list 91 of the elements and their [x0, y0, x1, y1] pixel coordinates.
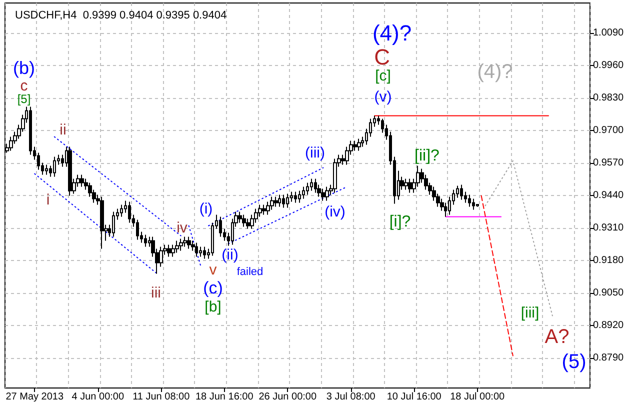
candlestick: [175, 240, 179, 254]
candlestick: [282, 194, 285, 208]
annotation: (v): [374, 88, 392, 106]
candlestick: [80, 174, 84, 188]
candlestick: [274, 196, 278, 208]
annotation: c: [20, 78, 28, 94]
candlestick: [171, 244, 175, 258]
x-tick-label: 3 Jul 08:00: [326, 392, 376, 402]
y-tick-label: 0.9440: [593, 190, 624, 201]
candlestick: [302, 186, 305, 200]
candlestick: [286, 193, 289, 208]
annotation: [iii]: [520, 304, 540, 322]
candlestick: [120, 204, 123, 218]
candlestick: [306, 182, 309, 196]
text: USDCHF,H4 0.9399 0.9404 0.9395 0.9404: [15, 10, 227, 22]
annotation: [ii]?: [414, 148, 440, 164]
annotation: [i]?: [389, 214, 411, 230]
y-tick-label: 0.9830: [593, 92, 624, 104]
candlestick: [325, 186, 329, 202]
candlestick: [357, 138, 361, 152]
y-tick-label: 0.9700: [593, 125, 624, 136]
y-tick-label: 0.9310: [593, 222, 624, 234]
annotation: ii: [60, 122, 66, 138]
x-tick-label: 18 Jul 00:00: [450, 392, 506, 402]
candlestick: [468, 194, 471, 208]
y-tick-label: 0.9050: [593, 288, 624, 298]
candlestick: [333, 158, 337, 194]
candlestick: [219, 216, 222, 238]
candlestick: [179, 238, 183, 252]
candlestick: [199, 246, 202, 258]
y-tick-label: 0.9180: [593, 255, 624, 266]
candlestick: [167, 244, 171, 258]
candlestick: [183, 236, 187, 248]
annotation: A?: [544, 326, 570, 348]
candlestick: [353, 140, 357, 152]
candlestick: [144, 234, 147, 248]
candlestick: [321, 188, 325, 202]
candlestick: [266, 201, 270, 216]
annotation: (ii): [222, 246, 238, 264]
annotation: (c): [203, 278, 223, 298]
candlestick: [298, 190, 301, 204]
annotation: [5]: [17, 92, 31, 106]
annotation: v: [209, 262, 218, 278]
annotation: i: [46, 192, 50, 208]
annotation: (4)?: [477, 61, 513, 83]
candlestick: [242, 214, 246, 228]
y-tick-label: 1.0090: [593, 28, 624, 38]
candlestick: [187, 236, 191, 250]
annotation: (b): [13, 58, 35, 78]
candlestick: [195, 242, 198, 258]
candlestick: [53, 156, 56, 178]
annotation: [c]: [375, 68, 391, 84]
candlestick: [460, 184, 463, 200]
candlestick: [128, 201, 131, 224]
annotation: failed: [236, 266, 264, 278]
candlestick: [112, 211, 115, 238]
candlestick: [310, 178, 313, 192]
candlestick: [278, 194, 281, 208]
candlestick: [294, 191, 297, 204]
candlestick: [408, 178, 412, 194]
x-tick-label: 27 May 2013: [6, 392, 64, 402]
annotation: (5): [562, 351, 586, 373]
annotation: C: [374, 44, 390, 70]
candlestick: [136, 219, 139, 240]
candlestick: [68, 146, 72, 196]
annotation: iii: [151, 284, 161, 302]
y-tick-label: 0.8920: [593, 320, 624, 331]
candlestick: [314, 178, 317, 194]
candlestick: [262, 204, 266, 216]
candlestick: [203, 246, 206, 260]
x-tick-label: 18 Jun 16:00: [195, 392, 254, 402]
candlestick: [472, 198, 475, 210]
x-tick-label: 10 Jul 16:00: [386, 392, 442, 402]
annotation: (iii): [305, 144, 325, 162]
y-tick-label: 0.9960: [593, 60, 624, 71]
x-tick-label: 26 Jun 00:00: [258, 392, 317, 402]
annotation: (iv): [324, 204, 346, 220]
annotation: [b]: [204, 298, 222, 316]
y-tick-label: 0.9570: [593, 158, 624, 168]
candlestick: [100, 196, 104, 250]
candlestick: [45, 164, 48, 176]
annotation: (4)?: [372, 20, 412, 46]
annotation: iv: [176, 220, 188, 236]
candlestick: [404, 178, 408, 190]
candlestick: [246, 218, 250, 230]
y-tick-label: 0.8790: [593, 352, 624, 364]
x-tick-label: 11 Jun 08:00: [132, 392, 190, 402]
candlestick: [9, 136, 13, 152]
candlestick: [238, 211, 242, 224]
x-tick-label: 4 Jun 00:00: [72, 392, 124, 402]
annotation: (i): [199, 200, 213, 218]
